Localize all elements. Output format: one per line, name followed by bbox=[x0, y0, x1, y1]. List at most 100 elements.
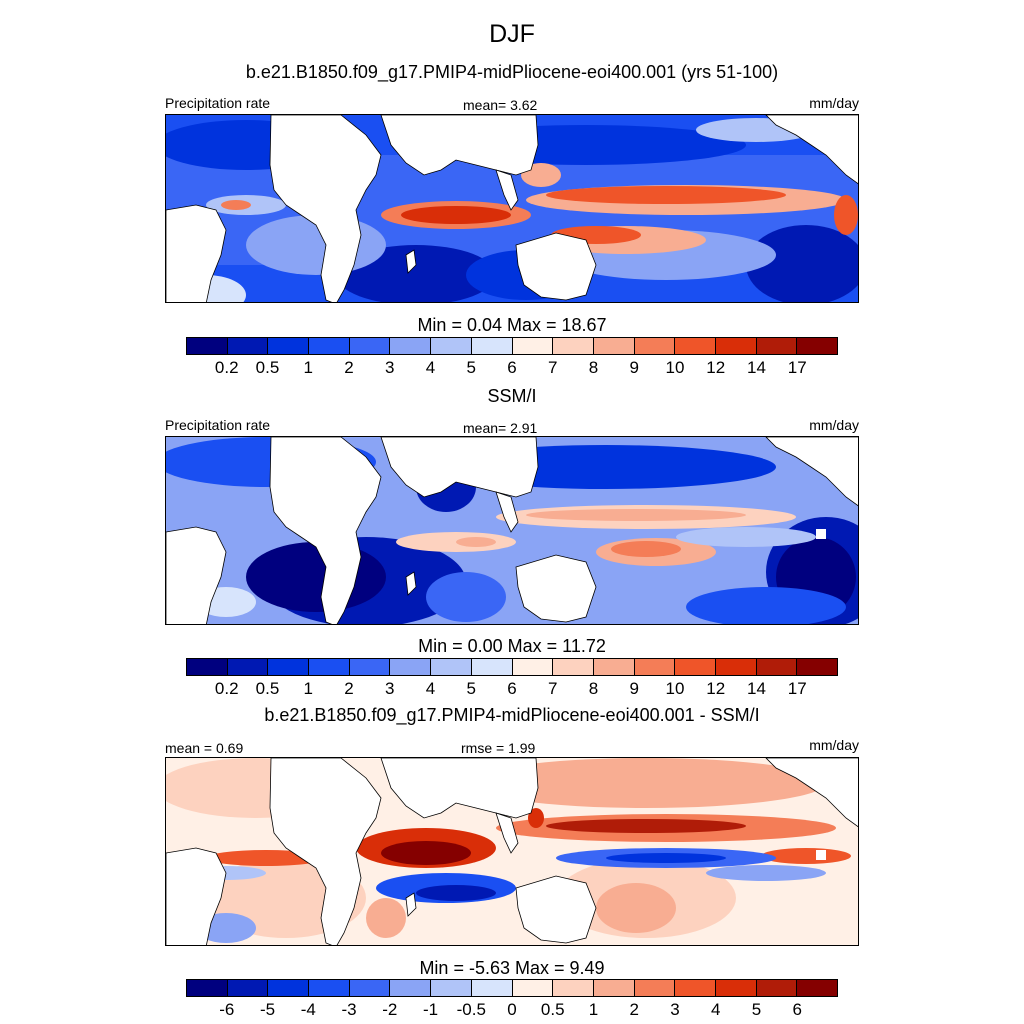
colorbar-tick-label: 4 bbox=[425, 679, 436, 698]
colorbar-cell bbox=[349, 659, 391, 675]
colorbar-cell bbox=[390, 659, 432, 675]
colorbar-tick-label: 6 bbox=[507, 679, 517, 698]
colorbar-tick-label: -4 bbox=[300, 1000, 316, 1019]
colorbar-cell bbox=[512, 980, 554, 996]
colorbar-tick-label: 0.5 bbox=[255, 679, 280, 698]
colorbar-cell bbox=[390, 980, 432, 996]
panel-2-title: SSM/I bbox=[487, 386, 537, 406]
colorbar-tick-label: 4 bbox=[425, 358, 436, 377]
colorbar-tick-label: 14 bbox=[747, 679, 766, 698]
panel-3-title: b.e21.B1850.f09_g17.PMIP4-midPliocene-eo… bbox=[264, 705, 760, 725]
colorbar-cell bbox=[431, 659, 472, 675]
panel-3-mean-label: mean = 0.69 bbox=[165, 740, 244, 756]
colorbar-tick-label: 0.2 bbox=[214, 679, 239, 698]
colorbar-cell bbox=[471, 980, 513, 996]
colorbar-tick-label: -6 bbox=[219, 1000, 235, 1019]
colorbar-tick-label: -3 bbox=[341, 1000, 357, 1019]
colorbar-tick-label: -5 bbox=[259, 1000, 276, 1019]
panel-1-minmax: Min = 0.04 Max = 18.67 bbox=[417, 315, 607, 335]
panel-1-map bbox=[165, 114, 859, 303]
panel-1-title: b.e21.B1850.f09_g17.PMIP4-midPliocene-eo… bbox=[245, 62, 779, 82]
colorbar-cell bbox=[797, 980, 837, 996]
colorbar-cell bbox=[553, 659, 594, 675]
colorbar-cell bbox=[715, 980, 757, 996]
colorbar-tick-label: 9 bbox=[629, 358, 639, 377]
panel-3-rmse-label: rmse = 1.99 bbox=[461, 740, 536, 756]
colorbar-cell bbox=[349, 980, 391, 996]
colorbar-cell bbox=[471, 338, 513, 354]
panel-3-map bbox=[165, 757, 859, 946]
panel-1-left-label: Precipitation rate bbox=[165, 95, 271, 111]
colorbar-tick-label: 2 bbox=[629, 1000, 639, 1019]
colorbar-cell bbox=[634, 659, 676, 675]
colorbar-cell bbox=[756, 980, 798, 996]
colorbar-tick-label: 17 bbox=[787, 358, 807, 377]
colorbar-tick-label: 0.5 bbox=[255, 358, 280, 377]
panel-1-colorbar bbox=[186, 337, 838, 355]
panel-2-minmax: Min = 0.00 Max = 11.72 bbox=[418, 636, 606, 656]
colorbar-cell bbox=[512, 338, 554, 354]
panel-3-difference-field bbox=[166, 758, 858, 945]
panel-2-colorbar-ticks: 0.2 0.5 1 2 3 4 5 6 7 8 9 10 12 14 17 bbox=[186, 679, 838, 701]
colorbar-tick-label: 3 bbox=[385, 358, 395, 377]
colorbar-cell bbox=[268, 659, 310, 675]
colorbar-cell bbox=[471, 659, 513, 675]
colorbar-cell bbox=[187, 980, 228, 996]
colorbar-cell bbox=[309, 659, 350, 675]
colorbar-cell bbox=[431, 980, 472, 996]
colorbar-cell bbox=[756, 659, 798, 675]
colorbar-tick-label: 10 bbox=[665, 679, 685, 698]
panel-1-units-label: mm/day bbox=[809, 95, 859, 111]
colorbar-cell bbox=[593, 659, 635, 675]
colorbar-cell bbox=[512, 659, 554, 675]
colorbar-cell bbox=[309, 980, 350, 996]
colorbar-cell bbox=[431, 338, 472, 354]
colorbar-cell bbox=[227, 338, 269, 354]
colorbar-cell bbox=[187, 338, 228, 354]
colorbar-tick-label: 2 bbox=[344, 679, 354, 698]
colorbar-cell bbox=[390, 338, 432, 354]
colorbar-cell bbox=[349, 338, 391, 354]
colorbar-tick-label: -0.5 bbox=[456, 1000, 486, 1019]
colorbar-tick-label: -2 bbox=[382, 1000, 398, 1019]
colorbar-tick-label: 10 bbox=[665, 358, 685, 377]
colorbar-cell bbox=[593, 338, 635, 354]
colorbar-cell bbox=[268, 338, 310, 354]
colorbar-cell bbox=[715, 338, 757, 354]
colorbar-tick-label: 7 bbox=[548, 679, 558, 698]
colorbar-tick-label: 0.5 bbox=[540, 1000, 565, 1019]
colorbar-cell bbox=[797, 659, 837, 675]
colorbar-cell bbox=[797, 338, 837, 354]
colorbar-tick-label: 12 bbox=[706, 679, 726, 698]
colorbar-tick-label: 8 bbox=[588, 679, 599, 698]
colorbar-tick-label: 6 bbox=[507, 358, 517, 377]
colorbar-tick-label: 9 bbox=[629, 679, 639, 698]
colorbar-tick-label: 4 bbox=[711, 1000, 721, 1019]
colorbar-cell bbox=[553, 980, 594, 996]
colorbar-tick-label: 1 bbox=[588, 1000, 599, 1019]
colorbar-tick-label: 7 bbox=[548, 358, 558, 377]
colorbar-cell bbox=[634, 338, 676, 354]
panel-3-minmax: Min = -5.63 Max = 9.49 bbox=[419, 958, 605, 978]
panel-2-colorbar bbox=[186, 658, 838, 676]
panel-3-colorbar bbox=[186, 979, 838, 997]
colorbar-cell bbox=[715, 659, 757, 675]
colorbar-tick-label: 14 bbox=[747, 358, 766, 377]
panel-3-colorbar-ticks: -6 -5 -4 -3 -2 -1 -0.5 0 0.5 1 2 3 4 5 6 bbox=[186, 1000, 838, 1022]
colorbar-cell bbox=[227, 659, 269, 675]
colorbar-tick-label: 5 bbox=[466, 358, 476, 377]
colorbar-cell bbox=[675, 659, 716, 675]
colorbar-cell bbox=[227, 980, 269, 996]
panel-2-mean-label: mean= 2.91 bbox=[463, 420, 538, 436]
colorbar-tick-label: -1 bbox=[422, 1000, 439, 1019]
colorbar-tick-label: 5 bbox=[466, 679, 476, 698]
colorbar-tick-label: 8 bbox=[588, 358, 599, 377]
colorbar-tick-label: 0 bbox=[507, 1000, 517, 1019]
panel-2-left-label: Precipitation rate bbox=[165, 417, 271, 433]
colorbar-tick-label: 1 bbox=[303, 679, 313, 698]
panel-2-map bbox=[165, 436, 859, 625]
panel-1-precip-field bbox=[166, 115, 858, 302]
colorbar-tick-label: 17 bbox=[787, 679, 807, 698]
colorbar-cell bbox=[593, 980, 635, 996]
panel-1-colorbar-ticks: 0.2 0.5 1 2 3 4 5 6 7 8 9 10 12 14 17 bbox=[186, 358, 838, 380]
